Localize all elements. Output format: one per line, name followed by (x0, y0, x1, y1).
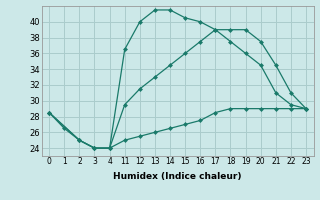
X-axis label: Humidex (Indice chaleur): Humidex (Indice chaleur) (113, 172, 242, 181)
